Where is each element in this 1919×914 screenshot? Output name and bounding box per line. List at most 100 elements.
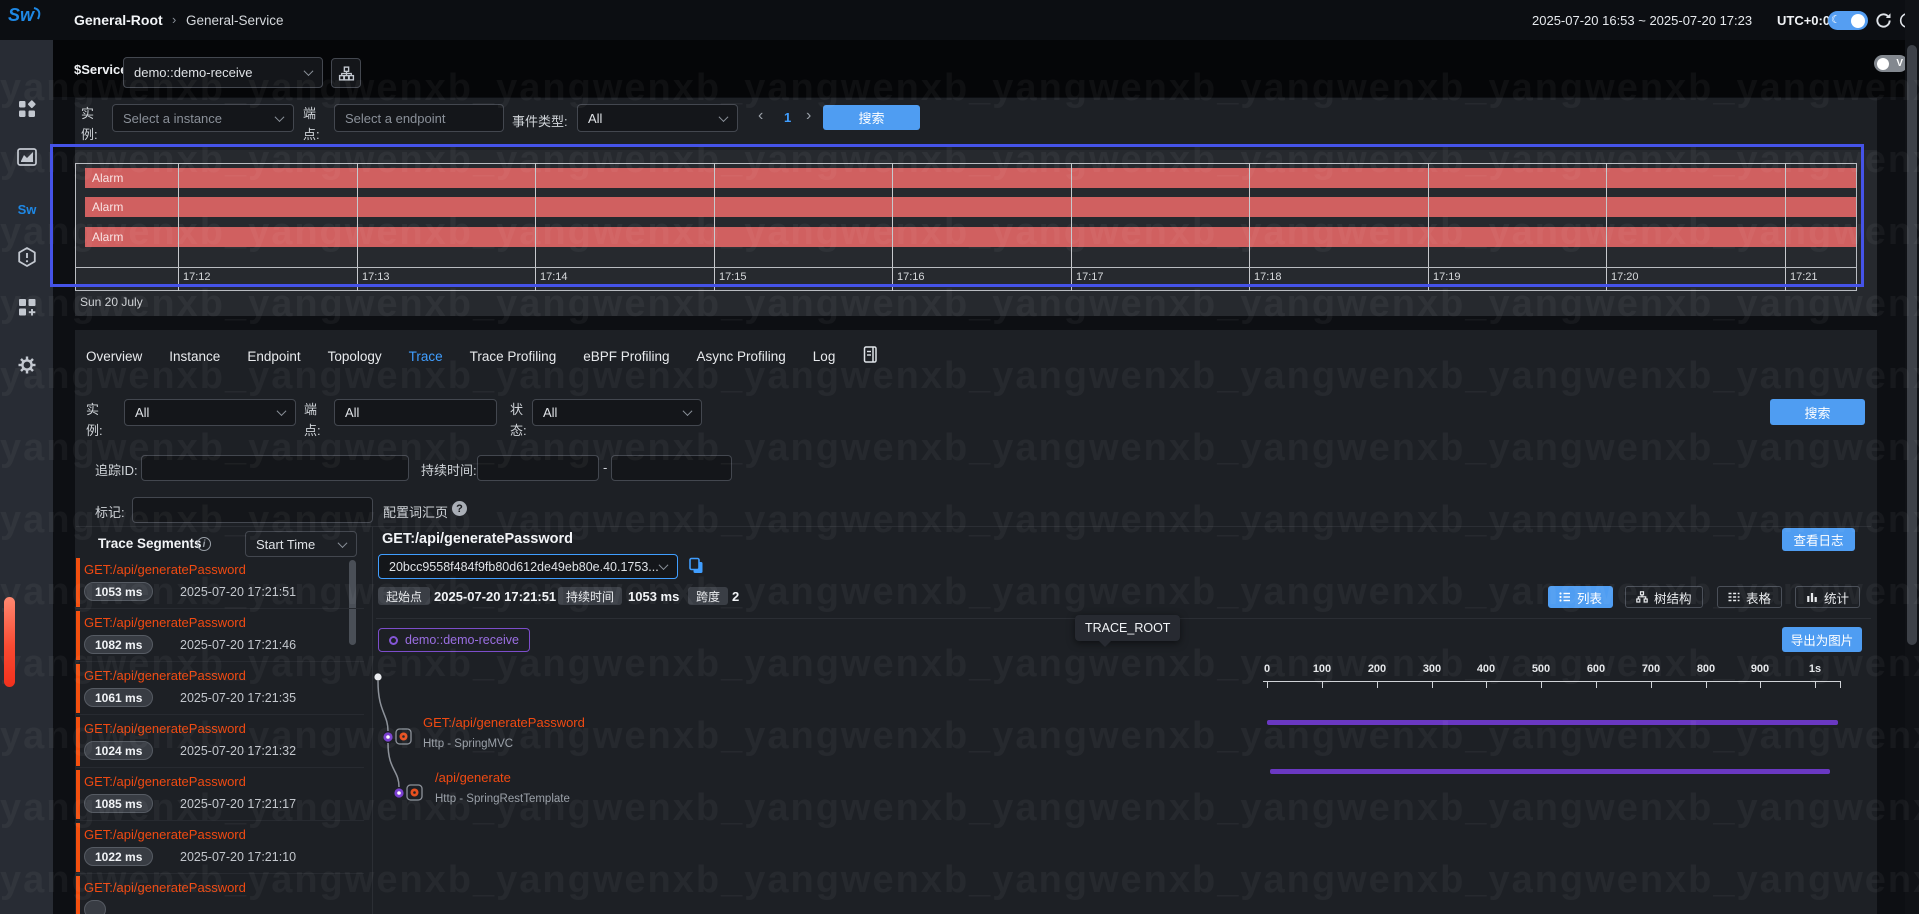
trace-search-button[interactable]: 搜索 — [1770, 399, 1865, 425]
chevron-down-icon — [658, 560, 669, 571]
instance-select[interactable]: Select a instance — [112, 104, 294, 132]
tab-trace-profiling[interactable]: Trace Profiling — [469, 348, 557, 364]
tab-ebpf-profiling[interactable]: eBPF Profiling — [583, 348, 670, 364]
trace-id-value: 20bcc9558f484f9fb80d612de49eb80e.40.1753… — [389, 559, 659, 574]
refresh-icon[interactable] — [1875, 12, 1892, 34]
trace-root-dot[interactable] — [374, 673, 382, 681]
start-label-badge: 起始点 — [378, 587, 431, 605]
time-range-picker[interactable]: 2025-07-20 16:53 ~ 2025-07-20 17:23 — [1532, 13, 1753, 28]
sidebar-item-alerts[interactable] — [14, 244, 40, 270]
ruler-tick — [1486, 681, 1487, 688]
duration-min-input[interactable] — [477, 455, 599, 481]
filter-instance-select[interactable]: All — [124, 399, 296, 426]
segment-accent-bar — [76, 876, 80, 914]
view-tree-button[interactable]: 树结构 — [1625, 586, 1703, 608]
time-selection-rectangle[interactable] — [50, 144, 1864, 287]
trace-segment-item[interactable]: GET:/api/generatePassword 1024 ms 2025-0… — [76, 715, 364, 768]
filter-status-label: 状态: — [510, 402, 527, 438]
window-scrollbar-thumb[interactable] — [1907, 45, 1917, 645]
trace-segment-item[interactable]: GET:/api/generatePassword 1082 ms 2025-0… — [76, 609, 364, 662]
view-stats-button[interactable]: 统计 — [1795, 586, 1861, 608]
vocab-link[interactable]: 配置词汇页 — [383, 505, 449, 520]
notebook-icon[interactable] — [862, 345, 878, 367]
trace-segment-item[interactable]: GET:/api/generatePassword 1053 ms 2025-0… — [76, 556, 364, 609]
sidebar-item-metrics[interactable] — [14, 144, 40, 170]
chart-gridline — [178, 163, 179, 291]
view-table-button[interactable]: 表格 — [1717, 586, 1783, 608]
topology-button[interactable] — [331, 58, 361, 88]
sidebar-item-new-dashboard[interactable] — [14, 294, 40, 320]
segment-duration-badge: 1024 ms — [84, 741, 154, 760]
trace-segment-item[interactable]: GET:/api/generatePassword 1085 ms 2025-0… — [76, 768, 364, 821]
tab-topology[interactable]: Topology — [327, 348, 382, 364]
chart-gridline — [535, 163, 536, 291]
ruler-tick — [1541, 681, 1542, 688]
span-name[interactable]: GET:/api/generatePassword — [423, 715, 585, 730]
service-ring-icon — [389, 635, 398, 645]
duration-max-input[interactable] — [611, 455, 732, 481]
event-type-select[interactable]: All — [577, 104, 738, 132]
tab-trace[interactable]: Trace — [408, 348, 443, 364]
time-tick: 17:17 — [1076, 271, 1104, 283]
view-list-button[interactable]: 列表 — [1548, 586, 1614, 608]
span-duration-bar[interactable] — [1267, 720, 1838, 725]
span-duration-bar[interactable] — [1270, 769, 1830, 774]
top-bar — [0, 0, 1919, 40]
utc-label[interactable]: UTC+0:0 — [1777, 13, 1831, 28]
topology-icon — [338, 65, 354, 81]
ruler-tick-label: 500 — [1531, 663, 1551, 675]
segment-timestamp: 2025-07-20 17:21:17 — [180, 797, 297, 811]
help-icon[interactable]: ? — [452, 501, 467, 516]
view-logs-label: 查看日志 — [1793, 534, 1844, 548]
chart-gridline — [714, 163, 715, 291]
tab-log[interactable]: Log — [812, 348, 836, 364]
service-select[interactable]: demo::demo-receive — [123, 57, 323, 88]
toggle-knob — [1851, 13, 1865, 28]
tab-overview[interactable]: Overview — [86, 348, 143, 364]
tag-input[interactable] — [132, 497, 373, 523]
event-type-label: 事件类型: — [512, 114, 568, 129]
time-tick: 17:14 — [540, 271, 568, 283]
filter-endpoint-input[interactable]: All — [334, 399, 497, 426]
event-search-button-label: 搜索 — [858, 111, 885, 126]
endpoint-input[interactable]: Select a endpoint — [334, 104, 504, 132]
filter-status-select[interactable]: All — [532, 399, 702, 426]
trace-segment-item[interactable]: GET:/api/generatePassword 1061 ms 2025-0… — [76, 662, 364, 715]
sidebar-item-settings[interactable] — [14, 352, 40, 378]
segments-scrollbar-thumb[interactable] — [349, 560, 356, 645]
event-search-button[interactable]: 搜索 — [823, 105, 920, 130]
sidebar-item-dashboards[interactable] — [14, 96, 40, 122]
ruler-tick — [1377, 681, 1378, 688]
next-page-button[interactable]: › — [806, 107, 812, 124]
service-label: $Service — [74, 62, 128, 77]
alarm-timeline-bar[interactable]: Alarm — [85, 197, 1856, 217]
segments-info-icon[interactable]: i — [197, 537, 211, 551]
export-image-button[interactable]: 导出为图片 — [1782, 627, 1862, 652]
sidebar-item-skywalking-active[interactable]: Sw — [14, 196, 40, 222]
trace-segment-item[interactable]: GET:/api/generatePassword 1022 ms 2025-0… — [76, 821, 364, 874]
logo-text: Sw — [8, 5, 35, 25]
trace-segment-item[interactable]: GET:/api/generatePassword — [76, 874, 364, 914]
version-toggle[interactable]: V — [1874, 55, 1908, 72]
event-type-select-value: All — [588, 110, 603, 126]
alarm-timeline-bar[interactable]: Alarm — [85, 168, 1856, 188]
tab-endpoint[interactable]: Endpoint — [247, 348, 301, 364]
breadcrumb-root[interactable]: General-Root — [74, 12, 163, 28]
trace-id-select[interactable]: 20bcc9558f484f9fb80d612de49eb80e.40.1753… — [378, 554, 678, 579]
service-tag[interactable]: demo::demo-receive — [378, 628, 530, 652]
page-number[interactable]: 1 — [784, 110, 792, 125]
filter-endpoint-label: 端点: — [304, 402, 321, 438]
copy-icon[interactable] — [688, 557, 704, 580]
tab-instance[interactable]: Instance — [169, 348, 221, 364]
view-logs-button[interactable]: 查看日志 — [1782, 528, 1855, 551]
segment-timestamp: 2025-07-20 17:21:51 — [180, 585, 297, 599]
view-table-label: 表格 — [1746, 591, 1772, 606]
trace-id-input[interactable] — [141, 455, 409, 481]
prev-page-button[interactable]: ‹ — [758, 107, 764, 124]
alarm-timeline-bar[interactable]: Alarm — [85, 227, 1856, 247]
breadcrumb-current[interactable]: General-Service — [186, 13, 284, 28]
segments-sort-select[interactable]: Start Time — [245, 531, 357, 557]
span-name[interactable]: /api/generate — [435, 770, 511, 785]
dark-mode-toggle[interactable]: ☾ — [1828, 11, 1868, 30]
tab-async-profiling[interactable]: Async Profiling — [696, 348, 786, 364]
